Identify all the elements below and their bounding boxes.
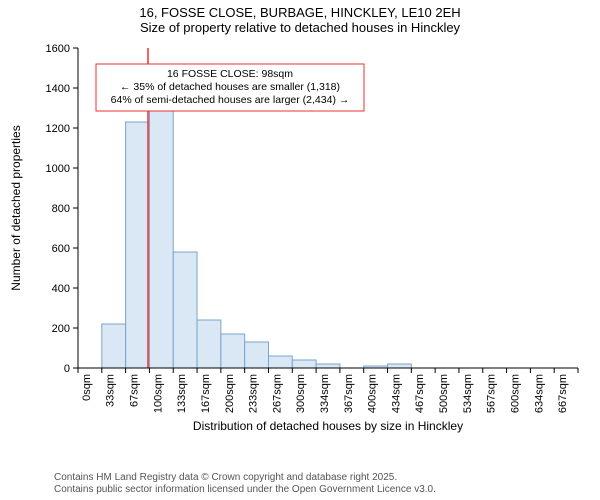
svg-text:600: 600 xyxy=(52,243,70,255)
footer-attribution: Contains HM Land Registry data © Crown c… xyxy=(54,472,436,496)
svg-text:1000: 1000 xyxy=(46,163,70,175)
x-tick-label: 67sqm xyxy=(129,374,141,407)
x-tick-label: 534sqm xyxy=(462,374,474,413)
chart-title-block: 16, FOSSE CLOSE, BURBAGE, HINCKLEY, LE10… xyxy=(0,0,600,36)
x-tick-label: 200sqm xyxy=(224,374,236,413)
svg-text:1200: 1200 xyxy=(46,123,70,135)
histogram-bar xyxy=(197,320,221,368)
footer-line-1: Contains HM Land Registry data © Crown c… xyxy=(54,472,436,484)
histogram-bar xyxy=(245,342,269,368)
x-tick-label: 434sqm xyxy=(390,374,402,413)
x-tick-label: 500sqm xyxy=(438,374,450,413)
x-tick-label: 334sqm xyxy=(319,374,331,413)
histogram-bar xyxy=(388,364,412,368)
chart-area: 0 200 400 600 800 1000 1200 1400 1600 0sqm 33sqm 67… xyxy=(0,42,600,460)
svg-text:800: 800 xyxy=(52,203,70,215)
x-tick-label: 600sqm xyxy=(509,374,521,413)
histogram-bar xyxy=(102,324,126,368)
x-tick-label: 634sqm xyxy=(533,374,545,413)
title-line-1: 16, FOSSE CLOSE, BURBAGE, HINCKLEY, LE10… xyxy=(0,6,600,21)
x-tick-label: 300sqm xyxy=(295,374,307,413)
x-tick-label: 400sqm xyxy=(367,374,379,413)
svg-text:0: 0 xyxy=(64,363,70,375)
x-tick-label: 33sqm xyxy=(105,374,117,407)
y-axis-label: Number of detached properties xyxy=(9,125,23,290)
annotation-line: ← 35% of detached houses are smaller (1,… xyxy=(120,81,340,93)
x-tick-label: 233sqm xyxy=(248,374,260,413)
histogram-bar xyxy=(126,122,150,368)
x-tick-label: 667sqm xyxy=(557,374,569,413)
x-tick-label: 267sqm xyxy=(271,374,283,413)
histogram-bar xyxy=(173,252,197,368)
x-tick-label: 167sqm xyxy=(200,374,212,413)
svg-text:400: 400 xyxy=(52,283,70,295)
title-line-2: Size of property relative to detached ho… xyxy=(0,21,600,36)
histogram-bar xyxy=(268,356,292,368)
svg-text:200: 200 xyxy=(52,323,70,335)
annotation-line: 16 FOSSE CLOSE: 98sqm xyxy=(167,68,293,80)
x-tick-label: 0sqm xyxy=(81,374,93,401)
histogram-bar xyxy=(316,364,340,368)
x-tick-label: 367sqm xyxy=(343,374,355,413)
histogram-bar xyxy=(292,360,316,368)
histogram-bar xyxy=(221,334,245,368)
x-tick-label: 133sqm xyxy=(176,374,188,413)
svg-text:1600: 1600 xyxy=(46,43,70,55)
histogram-bar xyxy=(149,110,173,368)
annotation-line: 64% of semi-detached houses are larger (… xyxy=(111,94,350,106)
x-tick-label: 467sqm xyxy=(414,374,426,413)
histogram-svg: 0 200 400 600 800 1000 1200 1400 1600 0sqm 33sqm 67… xyxy=(0,42,600,460)
svg-text:1400: 1400 xyxy=(46,83,70,95)
x-tick-label: 567sqm xyxy=(486,374,498,413)
footer-line-2: Contains public sector information licen… xyxy=(54,484,436,496)
x-axis-label: Distribution of detached houses by size … xyxy=(193,419,463,433)
x-tick-label: 100sqm xyxy=(152,374,164,413)
